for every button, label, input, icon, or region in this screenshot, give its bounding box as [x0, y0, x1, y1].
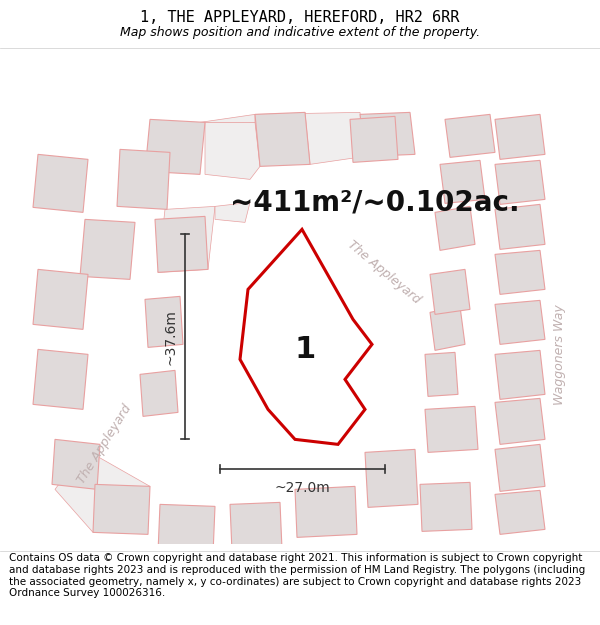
Polygon shape	[0, 264, 30, 329]
Polygon shape	[350, 116, 398, 162]
Polygon shape	[425, 406, 478, 452]
Polygon shape	[495, 161, 545, 204]
Polygon shape	[55, 449, 150, 532]
Polygon shape	[80, 276, 140, 349]
Text: 1: 1	[295, 335, 316, 364]
Polygon shape	[495, 444, 545, 491]
Polygon shape	[50, 349, 138, 532]
Polygon shape	[420, 482, 472, 531]
Polygon shape	[33, 269, 88, 329]
Polygon shape	[495, 301, 545, 344]
Polygon shape	[445, 114, 495, 158]
Polygon shape	[545, 114, 600, 604]
Polygon shape	[117, 149, 170, 209]
Polygon shape	[80, 213, 135, 279]
Polygon shape	[0, 404, 52, 489]
Polygon shape	[33, 349, 88, 409]
Polygon shape	[0, 534, 50, 604]
Polygon shape	[240, 112, 365, 166]
Polygon shape	[495, 491, 545, 534]
Polygon shape	[145, 119, 205, 174]
Polygon shape	[0, 324, 28, 409]
Polygon shape	[140, 371, 178, 416]
Polygon shape	[368, 484, 422, 508]
Polygon shape	[495, 351, 545, 399]
Polygon shape	[93, 484, 150, 534]
Polygon shape	[430, 269, 470, 314]
Polygon shape	[495, 114, 545, 159]
Polygon shape	[205, 122, 260, 179]
Polygon shape	[365, 449, 418, 508]
Polygon shape	[240, 229, 372, 444]
Text: Waggoners Way: Waggoners Way	[554, 304, 566, 405]
Polygon shape	[33, 154, 88, 212]
Polygon shape	[145, 296, 183, 348]
Polygon shape	[52, 439, 100, 489]
Polygon shape	[255, 112, 310, 166]
Polygon shape	[80, 219, 135, 279]
Polygon shape	[255, 54, 600, 119]
Polygon shape	[230, 503, 282, 551]
Polygon shape	[495, 251, 545, 294]
Polygon shape	[158, 206, 215, 272]
Polygon shape	[360, 112, 415, 156]
Text: ~37.6m: ~37.6m	[163, 309, 177, 365]
Polygon shape	[425, 352, 458, 396]
Polygon shape	[350, 116, 445, 209]
Polygon shape	[145, 54, 255, 122]
Polygon shape	[0, 484, 52, 539]
Polygon shape	[83, 149, 120, 213]
Text: Contains OS data © Crown copyright and database right 2021. This information is : Contains OS data © Crown copyright and d…	[9, 554, 585, 598]
Text: ~411m²/~0.102ac.: ~411m²/~0.102ac.	[230, 188, 520, 216]
Polygon shape	[0, 54, 150, 159]
Polygon shape	[155, 216, 208, 272]
Text: The Appleyard: The Appleyard	[76, 402, 134, 486]
Polygon shape	[167, 149, 215, 209]
Text: ~27.0m: ~27.0m	[275, 481, 331, 496]
Polygon shape	[158, 504, 215, 554]
Text: 1, THE APPLEYARD, HEREFORD, HR2 6RR: 1, THE APPLEYARD, HEREFORD, HR2 6RR	[140, 11, 460, 26]
Polygon shape	[200, 174, 250, 229]
Polygon shape	[495, 204, 545, 249]
Polygon shape	[430, 306, 465, 351]
Polygon shape	[0, 134, 38, 208]
Polygon shape	[295, 486, 357, 538]
Polygon shape	[440, 161, 485, 203]
Text: The Appleyard: The Appleyard	[345, 238, 423, 306]
Polygon shape	[200, 114, 255, 122]
Polygon shape	[435, 206, 475, 251]
Polygon shape	[0, 204, 33, 269]
Text: Map shows position and indicative extent of the property.: Map shows position and indicative extent…	[120, 26, 480, 39]
Polygon shape	[495, 398, 545, 444]
Polygon shape	[215, 202, 250, 222]
